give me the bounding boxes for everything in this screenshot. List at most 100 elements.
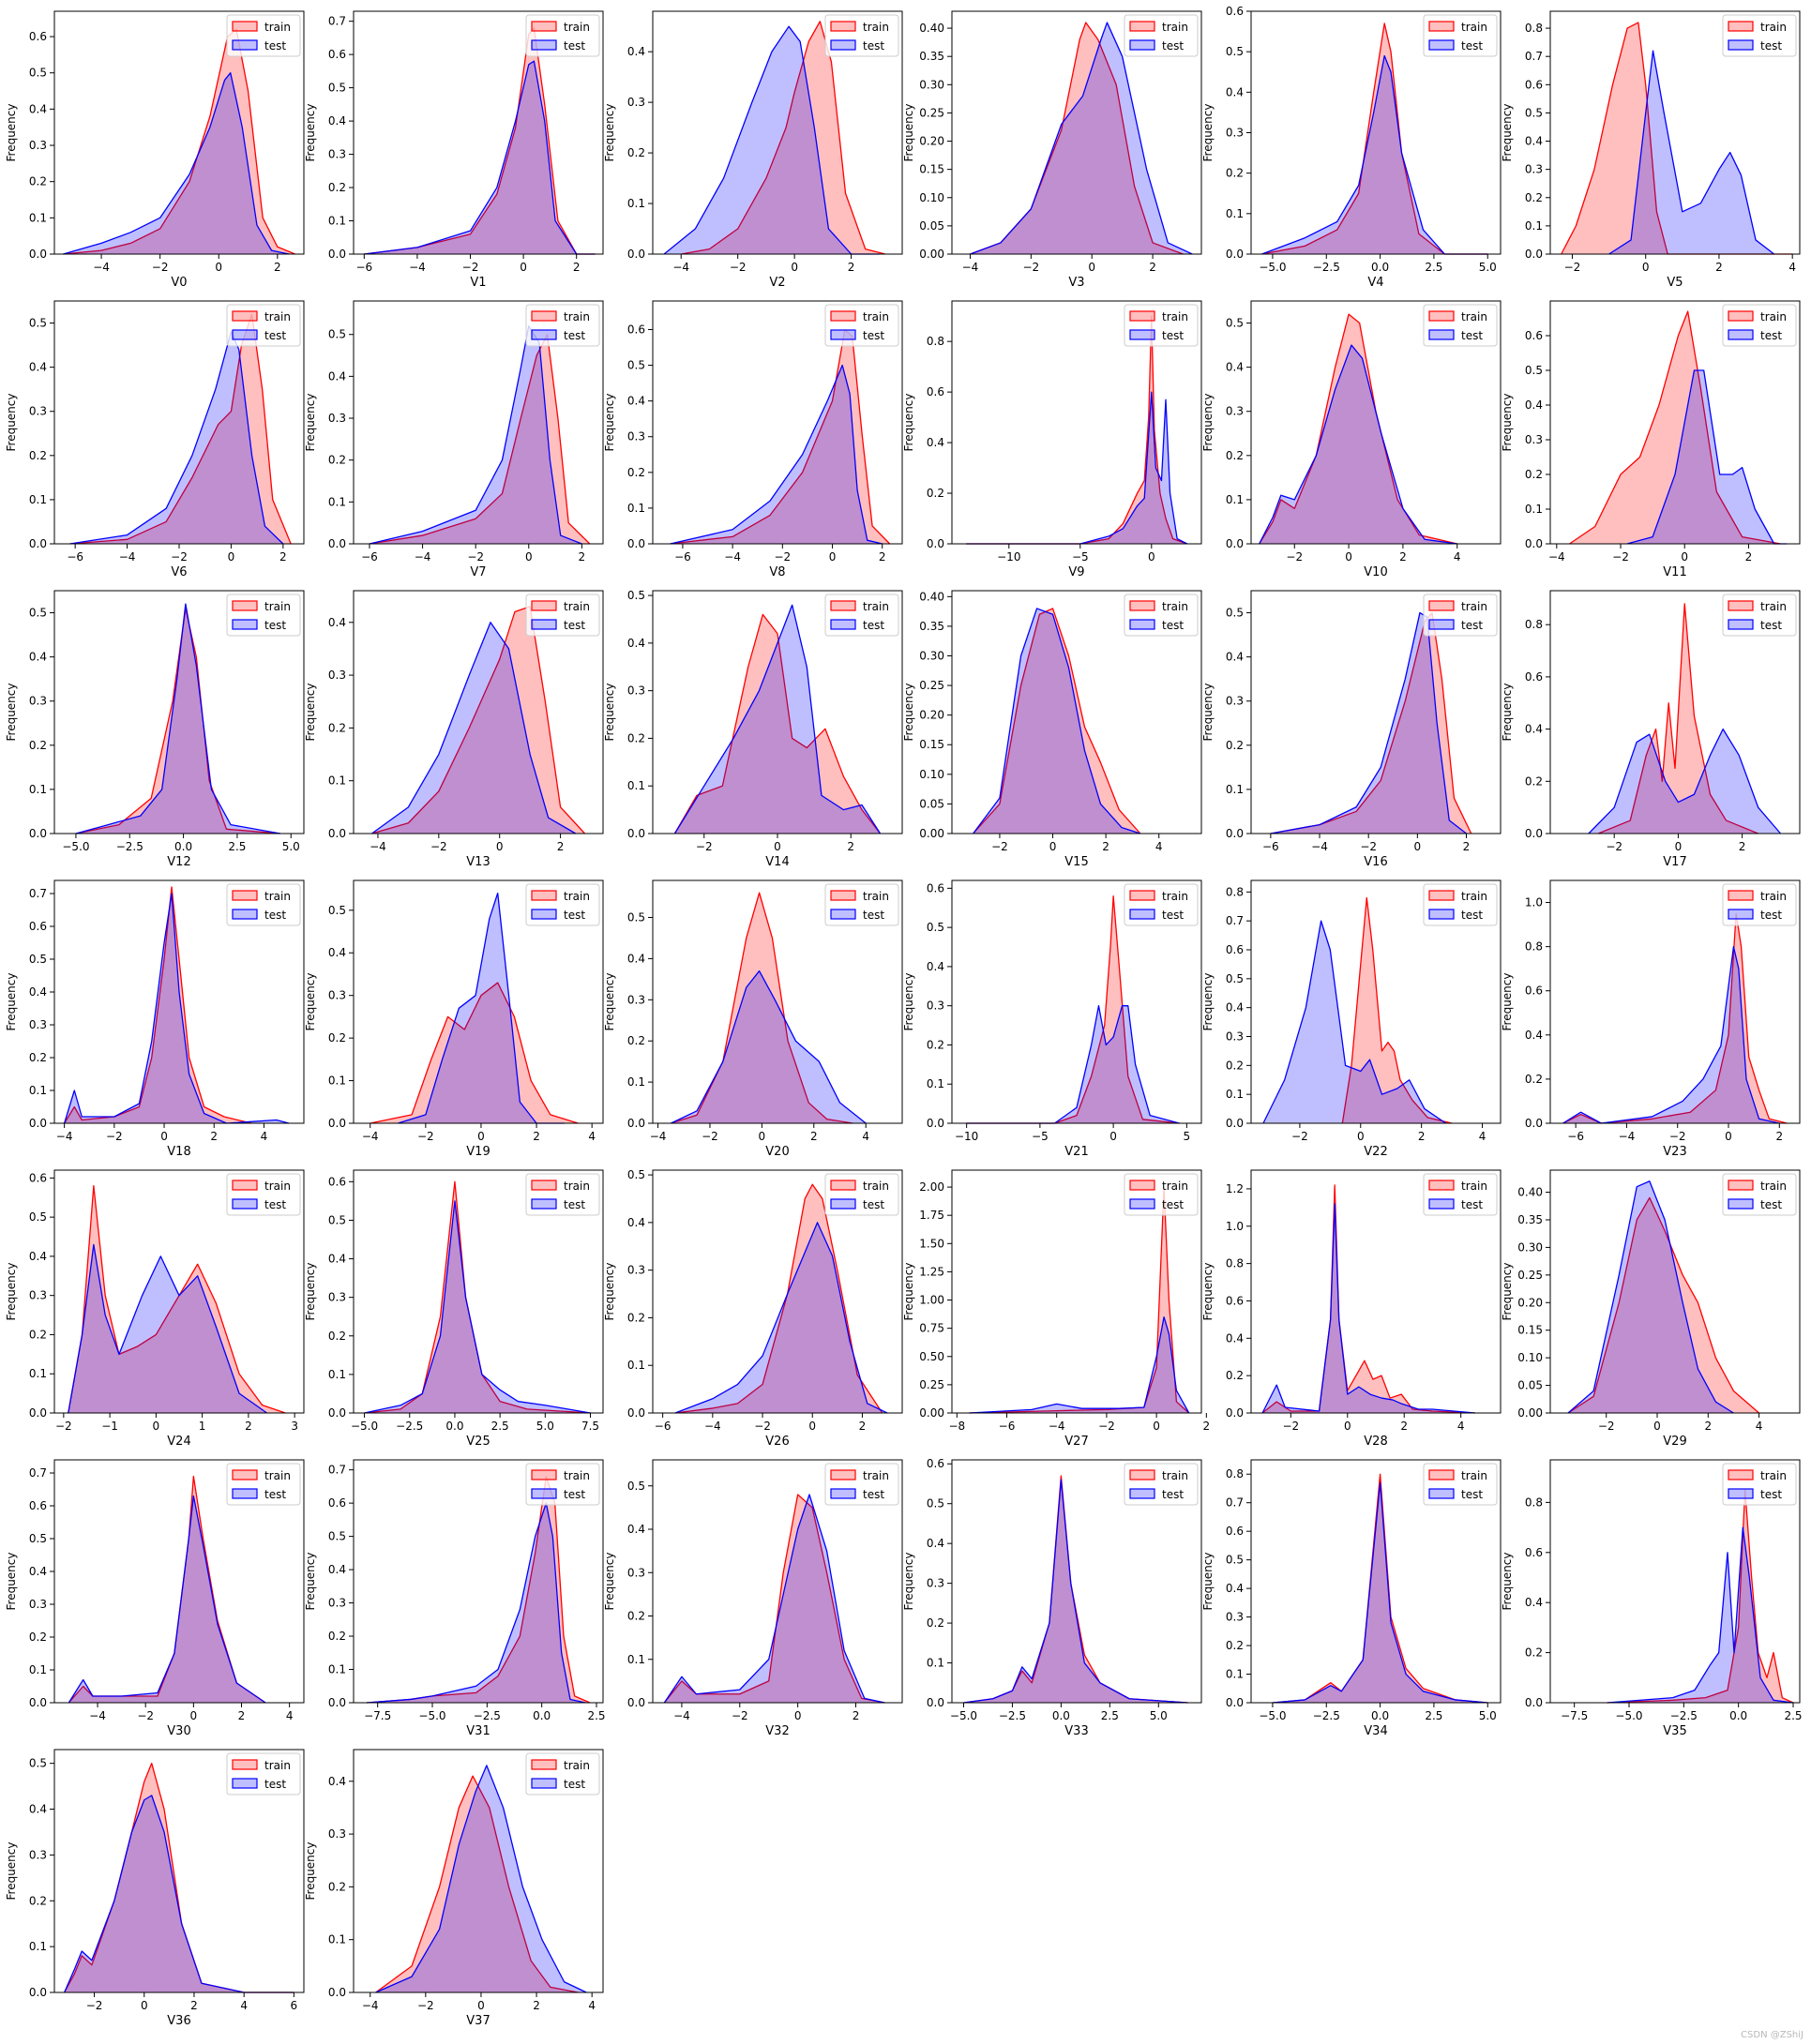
x-tick-label: −2 <box>86 1999 103 2012</box>
axes-frame <box>652 879 903 1124</box>
y-axis-label: Frequency <box>5 394 18 452</box>
legend-swatch-test <box>1428 909 1455 920</box>
y-tick-label: 0.2 <box>328 1630 346 1643</box>
y-tick-label: 0.5 <box>29 1532 47 1545</box>
legend: train test <box>525 883 600 926</box>
y-tick-label: 0.1 <box>927 1657 944 1670</box>
legend: train test <box>1124 1463 1199 1506</box>
y-tick-label: 0.5 <box>627 911 645 924</box>
y-tick-label: 0.3 <box>328 989 346 1002</box>
y-tick-label: 0.0 <box>29 537 47 550</box>
x-tick-label: 2 <box>1399 550 1407 564</box>
y-tick-label: 0.05 <box>1517 1379 1543 1392</box>
y-tick-label: 0.0 <box>29 1406 47 1420</box>
legend-label-test: test <box>863 1198 884 1211</box>
x-tick-label: 0 <box>1148 550 1155 564</box>
y-tick-label: 0.2 <box>1525 774 1543 788</box>
legend: train test <box>1124 1173 1199 1216</box>
y-tick-label: 0.4 <box>1226 1331 1244 1345</box>
y-tick-label: 0.00 <box>919 827 944 840</box>
x-tick-label: −2 <box>1286 550 1303 564</box>
y-axis-label: Frequency <box>5 973 18 1031</box>
legend-box <box>525 1463 600 1506</box>
legend-swatch-test <box>830 1198 856 1210</box>
test-line <box>673 604 882 834</box>
y-tick-label: 0.4 <box>328 369 346 383</box>
y-tick-label: 0.4 <box>627 637 645 650</box>
y-axis-label: Frequency <box>1201 1553 1215 1611</box>
y-tick-label: 0.3 <box>1226 1611 1244 1624</box>
y-tick-label: 0.0 <box>328 1117 346 1130</box>
test-area <box>1259 345 1457 544</box>
legend-box <box>226 883 301 926</box>
y-tick-label: 0.3 <box>627 993 645 1006</box>
legend: train test <box>824 594 899 637</box>
legend: train test <box>824 883 899 926</box>
legend-swatch-test <box>531 1198 557 1210</box>
legend-label-train: train <box>1162 600 1188 613</box>
y-tick-label: 0.0 <box>1525 248 1543 261</box>
legend-label-train: train <box>264 21 291 34</box>
legend-box <box>1423 14 1498 57</box>
legend-box <box>824 594 899 637</box>
legend-label-test: test <box>863 39 884 53</box>
x-tick-label: −2 <box>754 1420 771 1433</box>
legend-swatch-train <box>830 1469 856 1480</box>
subplot-v15: −2 0 2 4 0.00 0.05 0.10 0.15 0.20 0.25 0.30 0.35 0.4… <box>902 590 1202 869</box>
x-axis-label: V4 <box>1367 276 1383 290</box>
y-tick-label: 0.2 <box>627 731 645 744</box>
legend: train test <box>525 1463 600 1506</box>
x-tick-label: 0 <box>1653 1420 1661 1433</box>
legend-swatch-train <box>232 1759 258 1770</box>
x-tick-label: −5 <box>1032 1130 1049 1143</box>
y-tick-label: 0.6 <box>927 1457 944 1470</box>
subplot-v32: −4 −2 0 2 0.0 0.1 0.2 0.3 0.4 0.5 V32 Frequency trai… <box>603 1459 903 1738</box>
test-area <box>371 622 576 834</box>
legend-swatch-train <box>1728 600 1754 611</box>
x-tick-label: −2.5 <box>396 1420 423 1433</box>
y-tick-label: 0.5 <box>328 1530 346 1543</box>
test-line <box>1262 920 1446 1124</box>
x-tick-label: 5.0 <box>1479 261 1497 274</box>
legend: train test <box>1722 594 1797 637</box>
y-tick-label: 0.2 <box>29 449 47 462</box>
y-tick-label: 0.30 <box>919 649 944 662</box>
legend-swatch-train <box>232 600 258 611</box>
y-tick-label: 0.2 <box>29 1051 47 1064</box>
x-tick-label: 2 <box>210 1130 218 1143</box>
train-line <box>966 315 1188 545</box>
x-tick-label: 2 <box>274 261 281 274</box>
x-axis-label: V32 <box>765 1724 789 1738</box>
test-area <box>367 1503 586 1703</box>
y-axis-label: Frequency <box>5 684 18 742</box>
x-tick-label: 0 <box>759 1130 766 1143</box>
x-tick-label: −2.5 <box>1670 1709 1698 1722</box>
x-axis-label: V18 <box>167 1145 190 1159</box>
subplot-v28: −2 0 2 4 0.0 0.2 0.4 0.6 0.8 1.0 1.2 V28 Frequency tr… <box>1201 1169 1502 1449</box>
x-tick-label: −5.0 <box>351 1420 378 1433</box>
x-axis-label: V11 <box>1663 565 1686 579</box>
x-tick-label: −4 <box>119 550 136 564</box>
legend-swatch-train <box>1129 600 1155 611</box>
subplot-v4: −5.0 −2.5 0.0 2.5 5.0 0.0 0.1 0.2 0.3 0.4 0.5 0.6 V4… <box>1201 5 1502 290</box>
subplot-v9: −10 −5 0 0.0 0.2 0.4 0.6 0.8 V9 Frequency train tes… <box>902 300 1202 579</box>
legend-swatch-train <box>1728 310 1754 322</box>
y-axis-label: Frequency <box>5 104 18 162</box>
y-tick-label: 0.40 <box>919 590 944 603</box>
train-line <box>1567 1196 1759 1414</box>
legend-label-test: test <box>564 1778 585 1791</box>
y-tick-label: 0.0 <box>29 1986 47 1999</box>
legend: train test <box>525 594 600 637</box>
test-line <box>1608 50 1775 255</box>
legend-box <box>226 304 301 347</box>
y-tick-label: 0.5 <box>328 1213 346 1226</box>
x-axis-label: V14 <box>765 855 789 869</box>
y-tick-label: 0.2 <box>1525 191 1543 204</box>
legend: train test <box>525 1173 600 1216</box>
legend-box <box>1722 14 1797 57</box>
legend-label-train: train <box>863 890 889 903</box>
x-tick-label: 2 <box>1704 1420 1712 1433</box>
legend-swatch-test <box>1129 329 1155 340</box>
legend-label-test: test <box>264 619 286 632</box>
x-axis-label: V12 <box>167 855 190 869</box>
